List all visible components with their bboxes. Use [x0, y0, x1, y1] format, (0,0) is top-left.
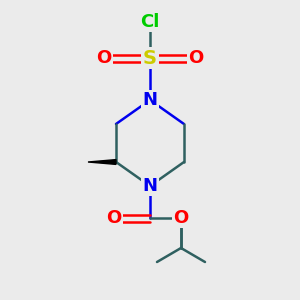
Text: S: S: [143, 49, 157, 68]
Text: N: N: [142, 177, 158, 195]
Polygon shape: [88, 160, 116, 164]
Text: Cl: Cl: [140, 13, 160, 31]
Text: O: O: [96, 49, 112, 67]
Text: O: O: [173, 209, 189, 227]
Text: N: N: [142, 91, 158, 109]
Text: O: O: [188, 49, 204, 67]
Text: O: O: [106, 209, 122, 227]
